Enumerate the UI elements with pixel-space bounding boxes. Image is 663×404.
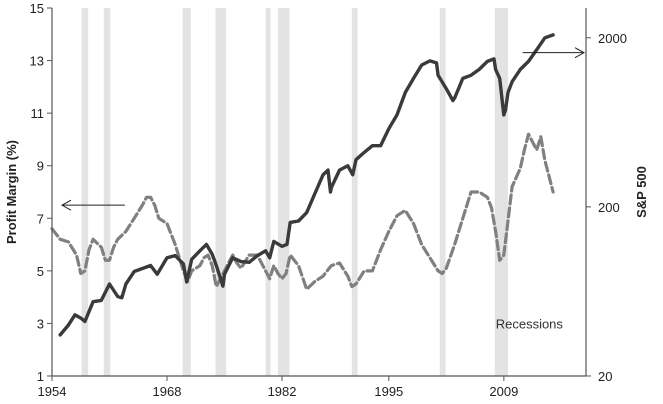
recession-band-3: [182, 8, 191, 376]
recession-band-6: [277, 8, 290, 376]
left-tick-label-9: 9: [37, 159, 44, 174]
arrow-head-3: [574, 47, 586, 59]
arrow-head-2: [60, 199, 72, 211]
annotations: Recessions: [60, 47, 586, 331]
recessions-label: Recessions: [496, 316, 564, 331]
left-tick-label-13: 13: [30, 54, 44, 69]
recession-bands: [81, 8, 508, 376]
recession-band-2: [103, 8, 111, 376]
right-tick-label-20: 20: [598, 369, 612, 384]
recession-band-8: [439, 8, 446, 376]
right-tick-label-200: 200: [598, 200, 620, 215]
recession-band-4: [215, 8, 227, 376]
x-tick-label-2009: 2009: [489, 384, 518, 399]
x-tick-label-1982: 1982: [268, 384, 297, 399]
left-tick-label-5: 5: [37, 264, 44, 279]
left-axis-title: Profit Margin (%): [4, 140, 19, 244]
recession-band-9: [494, 8, 508, 376]
right-axis-title: S&P 500: [634, 166, 649, 218]
recession-band-7: [351, 8, 358, 376]
recession-band-1: [81, 8, 89, 376]
sp500-line: [58, 33, 555, 337]
left-tick-label-7: 7: [37, 211, 44, 226]
right-tick-label-2000: 2000: [598, 31, 627, 46]
left-tick-label-15: 15: [30, 1, 44, 16]
series-layer: [50, 33, 555, 337]
left-tick-label-11: 11: [31, 106, 45, 121]
left-tick-label-3: 3: [37, 316, 44, 331]
left-tick-label-1: 1: [37, 369, 44, 384]
x-tick-label-1968: 1968: [153, 384, 182, 399]
profit-margin-line: [50, 132, 555, 291]
recession-band-5: [265, 8, 271, 376]
x-tick-label-1954: 1954: [38, 384, 67, 399]
x-tick-label-1995: 1995: [374, 384, 403, 399]
